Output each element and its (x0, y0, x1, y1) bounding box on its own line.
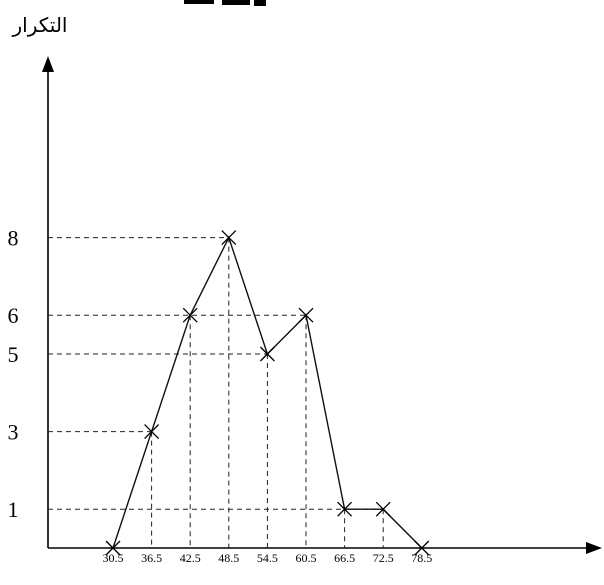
data-point-marker (259, 346, 275, 362)
y-axis-label: التكرار (12, 13, 68, 37)
x-tick-label: 30.5 (103, 551, 124, 565)
marker-stroke (182, 307, 198, 323)
x-tick-label: 66.5 (334, 551, 355, 565)
data-point-marker (182, 307, 198, 323)
x-axis-arrow (586, 542, 602, 554)
x-tick-labels: 30.5 36.5 42.5 48.5 54.5 60.5 66.5 72.5 78.5 (103, 551, 433, 565)
marker-stroke (221, 230, 237, 246)
x-tick-label: 48.5 (218, 551, 239, 565)
data-point-marker (105, 540, 121, 556)
x-tick-label: 42.5 (180, 551, 201, 565)
x-tick-label: 78.5 (411, 551, 432, 565)
data-point-marker (414, 540, 430, 556)
marker-stroke (105, 540, 121, 556)
x-tick-label: 54.5 (257, 551, 278, 565)
data-point-marker (298, 307, 314, 323)
data-point-marker (375, 501, 391, 517)
y-tick-label: 6 (8, 303, 19, 328)
guide-lines (48, 237, 384, 548)
y-tick-label: 1 (8, 497, 19, 522)
marker-stroke (337, 501, 353, 517)
marker-stroke (375, 501, 391, 517)
data-point-marker (144, 424, 160, 440)
marker-stroke (259, 346, 275, 362)
y-tick-label: 5 (8, 342, 19, 367)
marker-stroke (414, 540, 430, 556)
y-axis-arrow (42, 56, 54, 72)
data-point-marker (337, 501, 353, 517)
point-markers (105, 230, 430, 556)
data-point-marker (221, 230, 237, 246)
x-tick-label: 36.5 (141, 551, 162, 565)
marker-stroke (144, 424, 160, 440)
x-tick-label: 72.5 (373, 551, 394, 565)
y-tick-label: 3 (8, 420, 19, 445)
y-tick-label: 8 (8, 226, 19, 251)
cropped-heading-fragment (184, 0, 266, 6)
marker-stroke (298, 307, 314, 323)
x-tick-label: 60.5 (296, 551, 317, 565)
y-tick-labels: 1 3 5 6 8 (8, 226, 19, 523)
